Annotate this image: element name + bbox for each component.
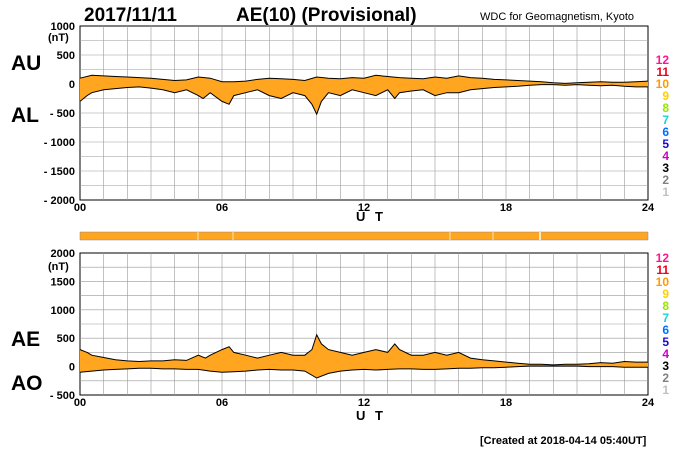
station-number: 9 <box>662 287 669 301</box>
x-tick-label: 06 <box>216 202 228 214</box>
au-al-grid <box>80 26 648 200</box>
y-tick-label: 1500 <box>51 276 75 288</box>
station-number: 11 <box>656 263 669 277</box>
au-al-x-axis-title: U T <box>356 209 386 224</box>
y-tick-label: - 1500 <box>44 166 75 178</box>
x-tick-label: 00 <box>74 397 86 409</box>
y-tick-label: - 500 <box>50 108 75 120</box>
station-number: 11 <box>656 65 669 79</box>
y-tick-label: 500 <box>57 333 75 345</box>
series-fill-area <box>80 75 648 115</box>
ae-ao-grid <box>80 253 648 395</box>
x-tick-label: 12 <box>358 202 370 214</box>
al-label: AL <box>11 104 39 127</box>
station-number: 3 <box>662 161 669 175</box>
station-number: 9 <box>662 89 669 103</box>
created-timestamp: [Created at 2018-04-14 05:40UT] <box>480 435 647 447</box>
ae-ao-x-axis-title: U T <box>356 408 386 423</box>
y-tick-label: - 1000 <box>44 137 75 149</box>
x-tick-label: 24 <box>642 202 655 214</box>
station-number: 4 <box>662 149 669 163</box>
x-tick-label: 12 <box>358 397 370 409</box>
y-tick-label: 1000 <box>51 21 75 33</box>
station-number: 5 <box>662 137 669 151</box>
au-al-x-axis: 00 06 12 18 24 <box>74 202 655 214</box>
series-line-ao <box>79 365 648 379</box>
ae-ao-unit-label: (nT) <box>48 261 69 273</box>
station-number: 1 <box>662 185 669 199</box>
station-number: 4 <box>662 347 669 361</box>
au-al-unit-label: (nT) <box>48 32 69 44</box>
station-number: 7 <box>662 311 669 325</box>
y-tick-label: 0 <box>69 362 75 374</box>
chart-title: AE(10) (Provisional) <box>236 5 417 26</box>
station-number: 3 <box>662 359 669 373</box>
y-tick-label: 2000 <box>51 248 75 260</box>
station-number: 2 <box>662 173 669 187</box>
station-number: 6 <box>662 125 669 139</box>
station-number: 1 <box>662 383 669 397</box>
station-number: 12 <box>656 251 670 265</box>
station-number: 5 <box>662 335 669 349</box>
availability-bar-gaps <box>197 232 541 240</box>
y-tick-label: 1000 <box>51 305 75 317</box>
series-line-al <box>79 84 648 116</box>
y-tick-label: - 500 <box>50 390 75 402</box>
ae-label: AE <box>11 328 40 351</box>
station-number: 7 <box>662 113 669 127</box>
chart-date: 2017/11/11 <box>84 5 177 26</box>
station-number: 2 <box>662 371 669 385</box>
au-al-y-axis: 1000 500 0 - 500 - 1000 - 1500 - 2000 <box>44 21 75 207</box>
y-tick-label: - 2000 <box>44 195 75 207</box>
series-line-ae <box>79 333 648 366</box>
y-tick-label: 0 <box>69 79 75 91</box>
station-number: 10 <box>656 77 670 91</box>
x-tick-label: 06 <box>216 397 228 409</box>
au-al-area <box>79 74 649 116</box>
x-tick-label: 00 <box>74 202 86 214</box>
station-number: 8 <box>662 299 669 313</box>
ae-ao-x-axis: 00 06 12 18 24 <box>74 397 655 409</box>
series-line-au <box>79 74 649 84</box>
y-tick-label: 500 <box>57 50 75 62</box>
station-number: 10 <box>656 275 670 289</box>
station-number: 12 <box>656 53 670 67</box>
station-number: 8 <box>662 101 669 115</box>
data-source: WDC for Geomagnetism, Kyoto <box>480 11 634 23</box>
au-label: AU <box>11 52 41 75</box>
data-availability-bar <box>79 231 649 241</box>
x-tick-label: 18 <box>500 202 512 214</box>
station-number: 6 <box>662 323 669 337</box>
x-tick-label: 18 <box>500 397 512 409</box>
ao-label: AO <box>11 372 43 395</box>
ae-ao-y-axis: 2000 1500 1000 500 0 - 500 <box>50 248 75 402</box>
x-tick-label: 24 <box>642 397 655 409</box>
ae-ao-area <box>79 333 648 379</box>
